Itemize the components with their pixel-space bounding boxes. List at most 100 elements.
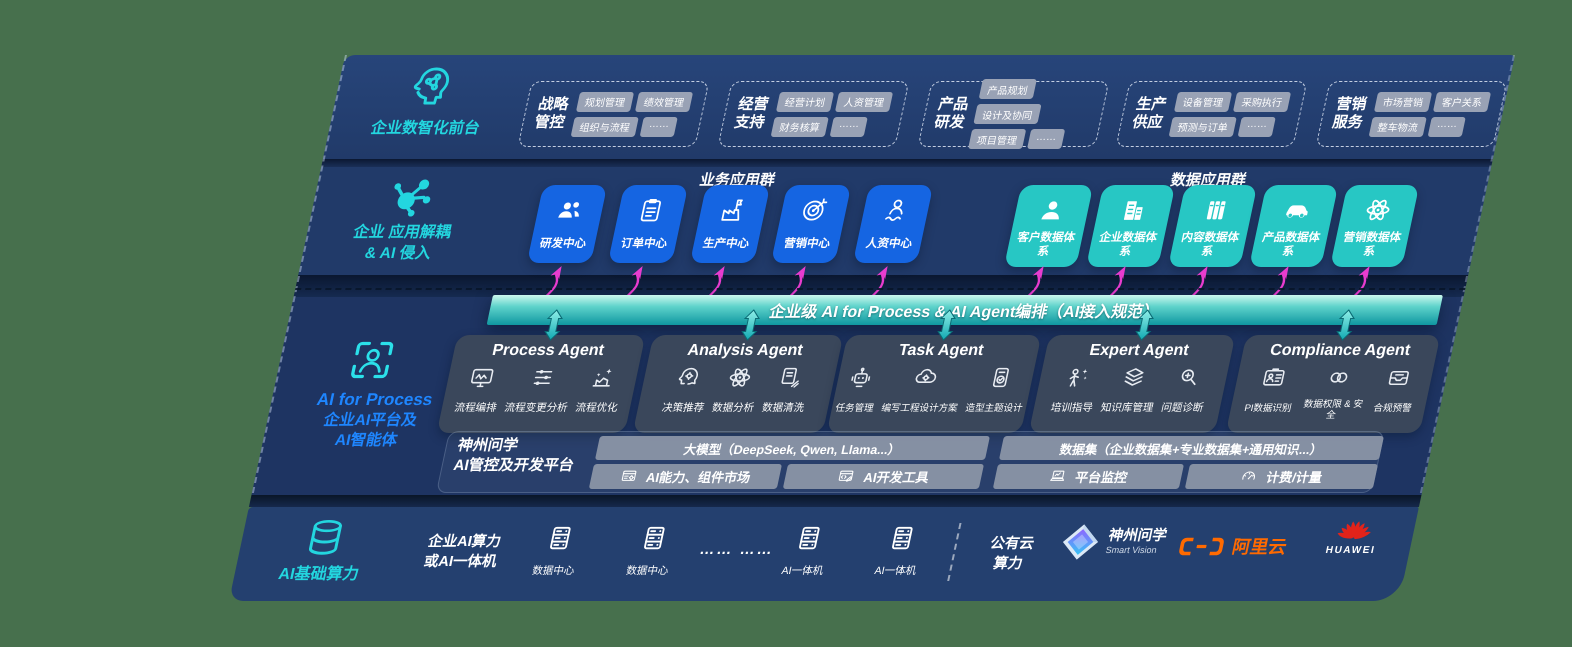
process-optimize-icon (587, 365, 618, 395)
front-group-item: 财务核算 (770, 116, 829, 137)
app-box-label: 生产中心 (701, 238, 751, 250)
cloud-gear-icon (910, 365, 941, 395)
front-group-3: 产品研发 产品规划设计及协同项目管理…… (917, 79, 1110, 149)
agent-layer-label: AI for Process 企业AI平台及 AI智能体 (274, 389, 467, 451)
books-icon (1198, 196, 1233, 229)
compute-label-line2: 或AI一体机 (422, 554, 499, 571)
front-group-item: …… (1427, 116, 1466, 137)
agent-capability: 流程变更分析 (503, 365, 577, 415)
platform-cell: 计费/计量 (1184, 464, 1379, 489)
infra-node-label: AI一体机 (873, 565, 918, 577)
molecule-icon (383, 174, 440, 225)
infra-node: AI一体机 (864, 523, 936, 578)
robot-icon (845, 365, 876, 395)
front-group-items: 产品规划设计及协同项目管理…… (968, 79, 1101, 149)
double-arrow (1330, 309, 1360, 346)
agent-capability-label: 编写工程设计方案 (880, 403, 959, 414)
agent-capability: 培训指导 (1049, 365, 1102, 415)
agent-box-3: Task Agent 任务管理 编写工程设计方案 造型主题设计 (826, 335, 1042, 433)
gauge-icon (1239, 468, 1260, 485)
agent-capabilities: 任务管理 编写工程设计方案 造型主题设计 (831, 365, 1035, 414)
agent-capability: PI数据识别 (1242, 365, 1301, 422)
agent-capability: 合规预警 (1371, 365, 1421, 422)
agent-capability-label: 决策推荐 (660, 402, 706, 414)
smartvision-logo (1057, 523, 1103, 561)
database-icon (299, 517, 351, 564)
front-group-title: 营销服务 (1330, 96, 1369, 131)
server-icon (635, 523, 672, 558)
app-box-label: 产品数据体系 (1261, 232, 1322, 259)
brain-circuit-icon (401, 64, 458, 115)
agent-capability-label: 数据分析 (710, 402, 756, 414)
infra-node-label: 数据中心 (625, 565, 670, 577)
front-group-item: …… (829, 116, 868, 137)
monitor-wave-icon (466, 365, 497, 395)
front-group-item: 项目管理 (968, 129, 1027, 149)
front-group-5: 营销服务 市场营销 客户关系 整车物流…… (1315, 81, 1508, 147)
agent-capability-label: 造型主题设计 (964, 403, 1024, 414)
vendor-smartvision-text: 神州问学 Smart Vision (1104, 528, 1169, 555)
infra-layer-label: AI基础算力 (276, 566, 361, 583)
app-box-label: 内容数据体系 (1180, 232, 1241, 259)
model-bar: 大模型（DeepSeek, Qwen, Llama...） (594, 436, 991, 460)
infra-node: 数据中心 (522, 523, 594, 578)
data-app-box: 营销数据体系 (1329, 185, 1420, 267)
front-group-item: 设计及协同 (973, 104, 1042, 124)
front-group-item: …… (639, 116, 678, 137)
agent-capability-label: 数据权限 & 安全 (1302, 399, 1364, 421)
front-group-item: …… (1237, 116, 1276, 137)
laptop-chart-icon (1048, 468, 1069, 485)
platform-cell-label: AI开发工具 (862, 470, 931, 485)
data-app-box: 产品数据体系 (1248, 185, 1339, 267)
front-group-item: 规划管理 (575, 91, 635, 112)
code-tool-icon (836, 468, 857, 485)
business-app-box: 生产中心 (689, 185, 771, 263)
double-arrow (1129, 309, 1159, 346)
agent-capability-label: 培训指导 (1049, 402, 1094, 414)
application-layer-label-line1: 企业 应用解耦 (351, 224, 453, 241)
diagram-perspective-wrapper: 企业数智化前台 战略管控 规划管理 绩效管理 组织与流程…… 经营支持 经营计划 人资管理财… (228, 55, 1516, 601)
hr-person-icon (878, 196, 913, 229)
agent-capability-label: 任务管理 (834, 403, 875, 414)
agent-box-4: Expert Agent 培训指导 知识库管理 问题诊断 (1028, 335, 1236, 433)
vendor-subtitle: Smart Vision (1104, 544, 1158, 555)
infra-node-label: 数据中心 (531, 565, 576, 577)
front-group-item: 人资管理 (834, 91, 894, 112)
layers-icon (1117, 365, 1148, 395)
agent-capability: 数据分析 (710, 365, 763, 415)
car-icon (1279, 196, 1314, 229)
agent-capability-label: 问题诊断 (1159, 402, 1205, 414)
agent-layer-label-line3: AI智能体 (333, 432, 399, 450)
agent-capability-label: 流程编排 (453, 402, 498, 414)
front-group-items: 设备管理 采购执行 预测与订单…… (1168, 91, 1297, 137)
front-group-1: 战略管控 规划管理 绩效管理 组织与流程…… (517, 81, 710, 147)
agent-layer-label-line2: 企业AI平台及 (321, 412, 419, 430)
alibabacloud-logo (1176, 536, 1226, 557)
app-box-label: 研发中心 (538, 238, 588, 250)
server-icon (541, 523, 578, 558)
huawei-logo (1335, 517, 1375, 543)
app-box-label: 订单中心 (619, 238, 669, 250)
front-group-title: 产品研发 (932, 96, 971, 131)
app-box-label: 营销数据体系 (1342, 232, 1403, 259)
business-app-box: 研发中心 (526, 185, 608, 263)
front-layer-label: 企业数智化前台 (369, 120, 482, 137)
agent-capabilities: PI数据识别 数据权限 & 安全 合规预警 (1228, 365, 1434, 422)
id-card-icon (1258, 365, 1289, 395)
front-group-item: …… (1027, 129, 1066, 149)
agent-capabilities: 决策推荐 数据分析 数据清洗 (636, 365, 837, 415)
front-group-item: 产品规划 (978, 79, 1037, 99)
platform-cell: AI能力、组件市场 (588, 464, 783, 489)
training-icon (1062, 365, 1093, 395)
compute-label: 企业AI算力 或AI一体机 (401, 532, 524, 573)
vendor-huawei: HUAWEI (1325, 517, 1383, 556)
front-group-2: 经营支持 经营计划 人资管理 财务核算…… (717, 81, 910, 147)
platform-label: 神州问学 AI管控及开发平台 (451, 436, 580, 477)
infra-node: AI一体机 (771, 523, 843, 578)
platform-cell-label: 计费/计量 (1264, 470, 1324, 485)
front-group-items: 市场营销 客户关系 整车物流…… (1368, 91, 1497, 137)
atom-icon (723, 365, 754, 395)
front-group-title: 战略管控 (532, 96, 571, 131)
app-box-label: 营销中心 (782, 238, 832, 250)
